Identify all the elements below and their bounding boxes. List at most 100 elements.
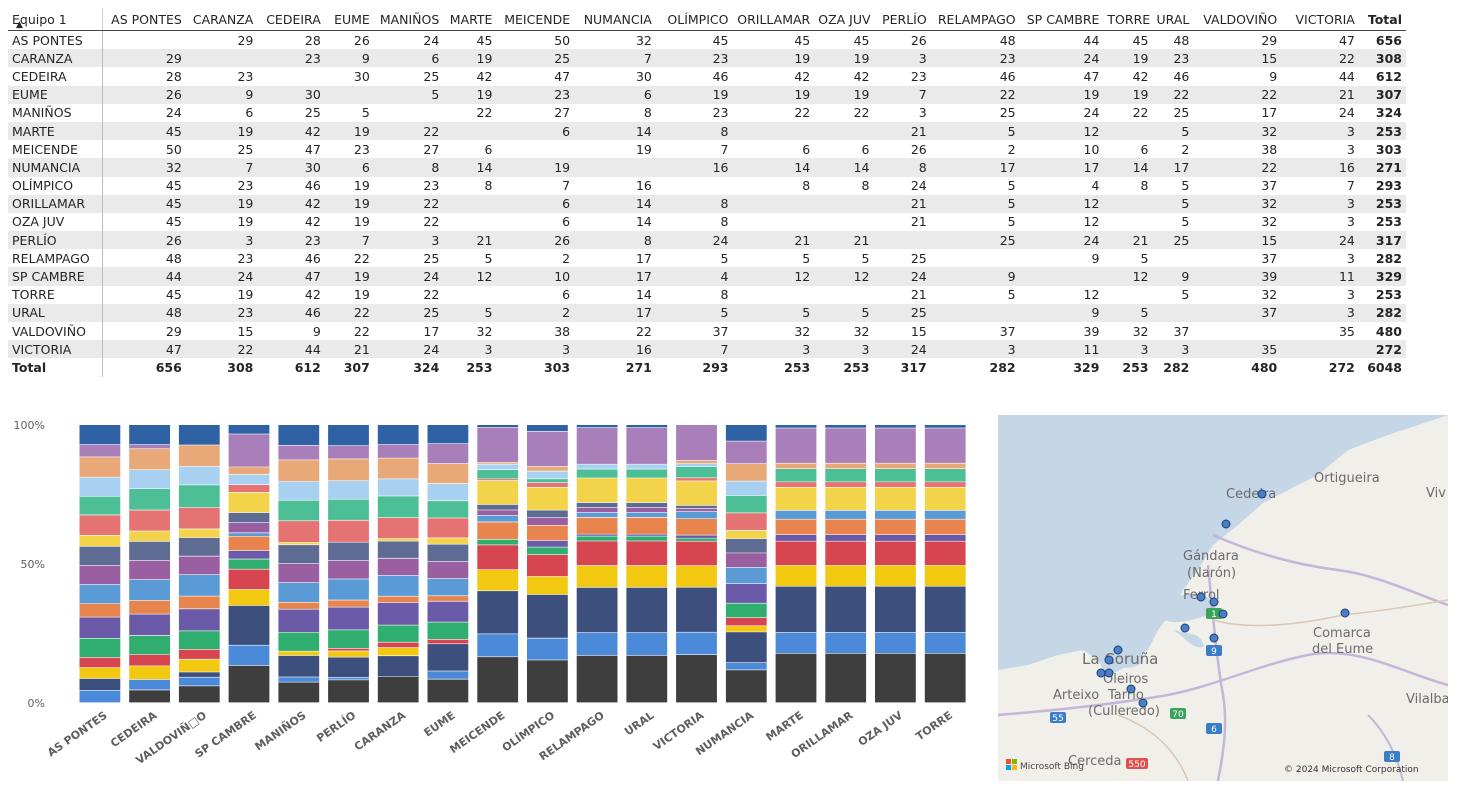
bar-segment[interactable]: [178, 677, 220, 686]
bar-segment[interactable]: [178, 659, 220, 672]
bar-segment[interactable]: [328, 677, 369, 680]
bar-segment[interactable]: [626, 541, 668, 566]
bar-segment[interactable]: [825, 510, 867, 519]
bar-segment[interactable]: [576, 425, 618, 428]
bar-segment[interactable]: [377, 602, 419, 625]
bar-segment[interactable]: [477, 504, 519, 510]
bar-segment[interactable]: [228, 434, 270, 467]
bar-segment[interactable]: [924, 653, 966, 703]
bar-segment[interactable]: [129, 654, 170, 666]
bar-segment[interactable]: [129, 679, 170, 690]
bar-stack[interactable]: [924, 425, 966, 703]
bar-segment[interactable]: [576, 464, 618, 469]
bar-segment[interactable]: [79, 515, 121, 535]
bar-segment[interactable]: [576, 512, 618, 517]
bar-segment[interactable]: [875, 510, 916, 519]
bar-segment[interactable]: [825, 469, 867, 482]
column-header[interactable]: OLÍMPICO: [655, 8, 733, 31]
bar-segment[interactable]: [228, 485, 270, 492]
bar-segment[interactable]: [527, 638, 568, 660]
bar-segment[interactable]: [129, 600, 170, 614]
bar-segment[interactable]: [676, 519, 717, 535]
bar-segment[interactable]: [924, 428, 966, 463]
bar-segment[interactable]: [875, 653, 916, 703]
bar-segment[interactable]: [328, 648, 369, 651]
bar-segment[interactable]: [477, 462, 519, 464]
bar-stack[interactable]: [477, 425, 519, 703]
bar-segment[interactable]: [676, 478, 717, 481]
bar-segment[interactable]: [377, 642, 419, 648]
column-header[interactable]: SP CAMBRE: [1019, 8, 1104, 31]
bar-segment[interactable]: [178, 507, 220, 529]
bar-segment[interactable]: [527, 431, 568, 467]
bar-segment[interactable]: [79, 657, 121, 668]
bar-segment[interactable]: [328, 446, 369, 459]
bar-stack[interactable]: [377, 425, 419, 703]
bar-segment[interactable]: [427, 538, 469, 544]
bar-segment[interactable]: [129, 470, 170, 489]
bar-segment[interactable]: [576, 428, 618, 464]
bar-segment[interactable]: [676, 505, 717, 509]
bar-segment[interactable]: [278, 609, 320, 633]
bar-stack[interactable]: [79, 425, 121, 703]
bar-segment[interactable]: [129, 666, 170, 680]
bar-segment[interactable]: [129, 449, 170, 470]
bar-segment[interactable]: [725, 584, 767, 603]
bar-segment[interactable]: [477, 634, 519, 657]
bar-segment[interactable]: [527, 482, 568, 487]
bar-segment[interactable]: [427, 679, 469, 703]
bar-segment[interactable]: [626, 655, 668, 703]
bar-segment[interactable]: [477, 470, 519, 479]
bar-segment[interactable]: [527, 471, 568, 479]
bar-segment[interactable]: [775, 534, 817, 541]
bar-segment[interactable]: [725, 663, 767, 670]
bar-segment[interactable]: [626, 566, 668, 588]
column-header[interactable]: ORILLAMAR: [732, 8, 815, 31]
bar-segment[interactable]: [178, 596, 220, 609]
bar-segment[interactable]: [875, 519, 916, 535]
bar-segment[interactable]: [79, 584, 121, 604]
bar-segment[interactable]: [79, 535, 121, 546]
bar-segment[interactable]: [278, 564, 320, 583]
bar-segment[interactable]: [278, 582, 320, 602]
bar-segment[interactable]: [825, 463, 867, 469]
bar-segment[interactable]: [626, 507, 668, 513]
bar-segment[interactable]: [527, 576, 568, 595]
bar-segment[interactable]: [825, 632, 867, 653]
bar-segment[interactable]: [676, 511, 717, 519]
bar-segment[interactable]: [626, 536, 668, 541]
bar-segment[interactable]: [924, 519, 966, 535]
bar-segment[interactable]: [477, 545, 519, 570]
bar-segment[interactable]: [328, 542, 369, 561]
bar-stack[interactable]: [278, 425, 320, 703]
bar-segment[interactable]: [427, 671, 469, 679]
bar-segment[interactable]: [129, 635, 170, 655]
bar-segment[interactable]: [626, 469, 668, 478]
bar-segment[interactable]: [924, 565, 966, 586]
bar-segment[interactable]: [427, 601, 469, 622]
bar-segment[interactable]: [427, 578, 469, 596]
bar-segment[interactable]: [278, 425, 320, 445]
bar-segment[interactable]: [228, 589, 270, 606]
bar-segment[interactable]: [825, 565, 867, 586]
bar-segment[interactable]: [676, 655, 717, 703]
bar-segment[interactable]: [875, 565, 916, 586]
bar-segment[interactable]: [527, 425, 568, 431]
bar-segment[interactable]: [427, 518, 469, 538]
bar-segment[interactable]: [527, 510, 568, 518]
bar-segment[interactable]: [924, 425, 966, 428]
bar-segment[interactable]: [924, 463, 966, 469]
bar-segment[interactable]: [178, 485, 220, 508]
column-header[interactable]: VALDOVIÑO: [1193, 8, 1282, 31]
bar-segment[interactable]: [725, 513, 767, 530]
bar-segment[interactable]: [228, 550, 270, 559]
bar-stack[interactable]: [129, 425, 170, 703]
bar-segment[interactable]: [775, 425, 817, 428]
bar-segment[interactable]: [477, 591, 519, 634]
column-header[interactable]: CARANZA: [185, 8, 258, 31]
bar-segment[interactable]: [477, 479, 519, 481]
bar-segment[interactable]: [377, 647, 419, 656]
bar-segment[interactable]: [377, 518, 419, 539]
bar-segment[interactable]: [576, 566, 618, 588]
bar-segment[interactable]: [676, 481, 717, 506]
